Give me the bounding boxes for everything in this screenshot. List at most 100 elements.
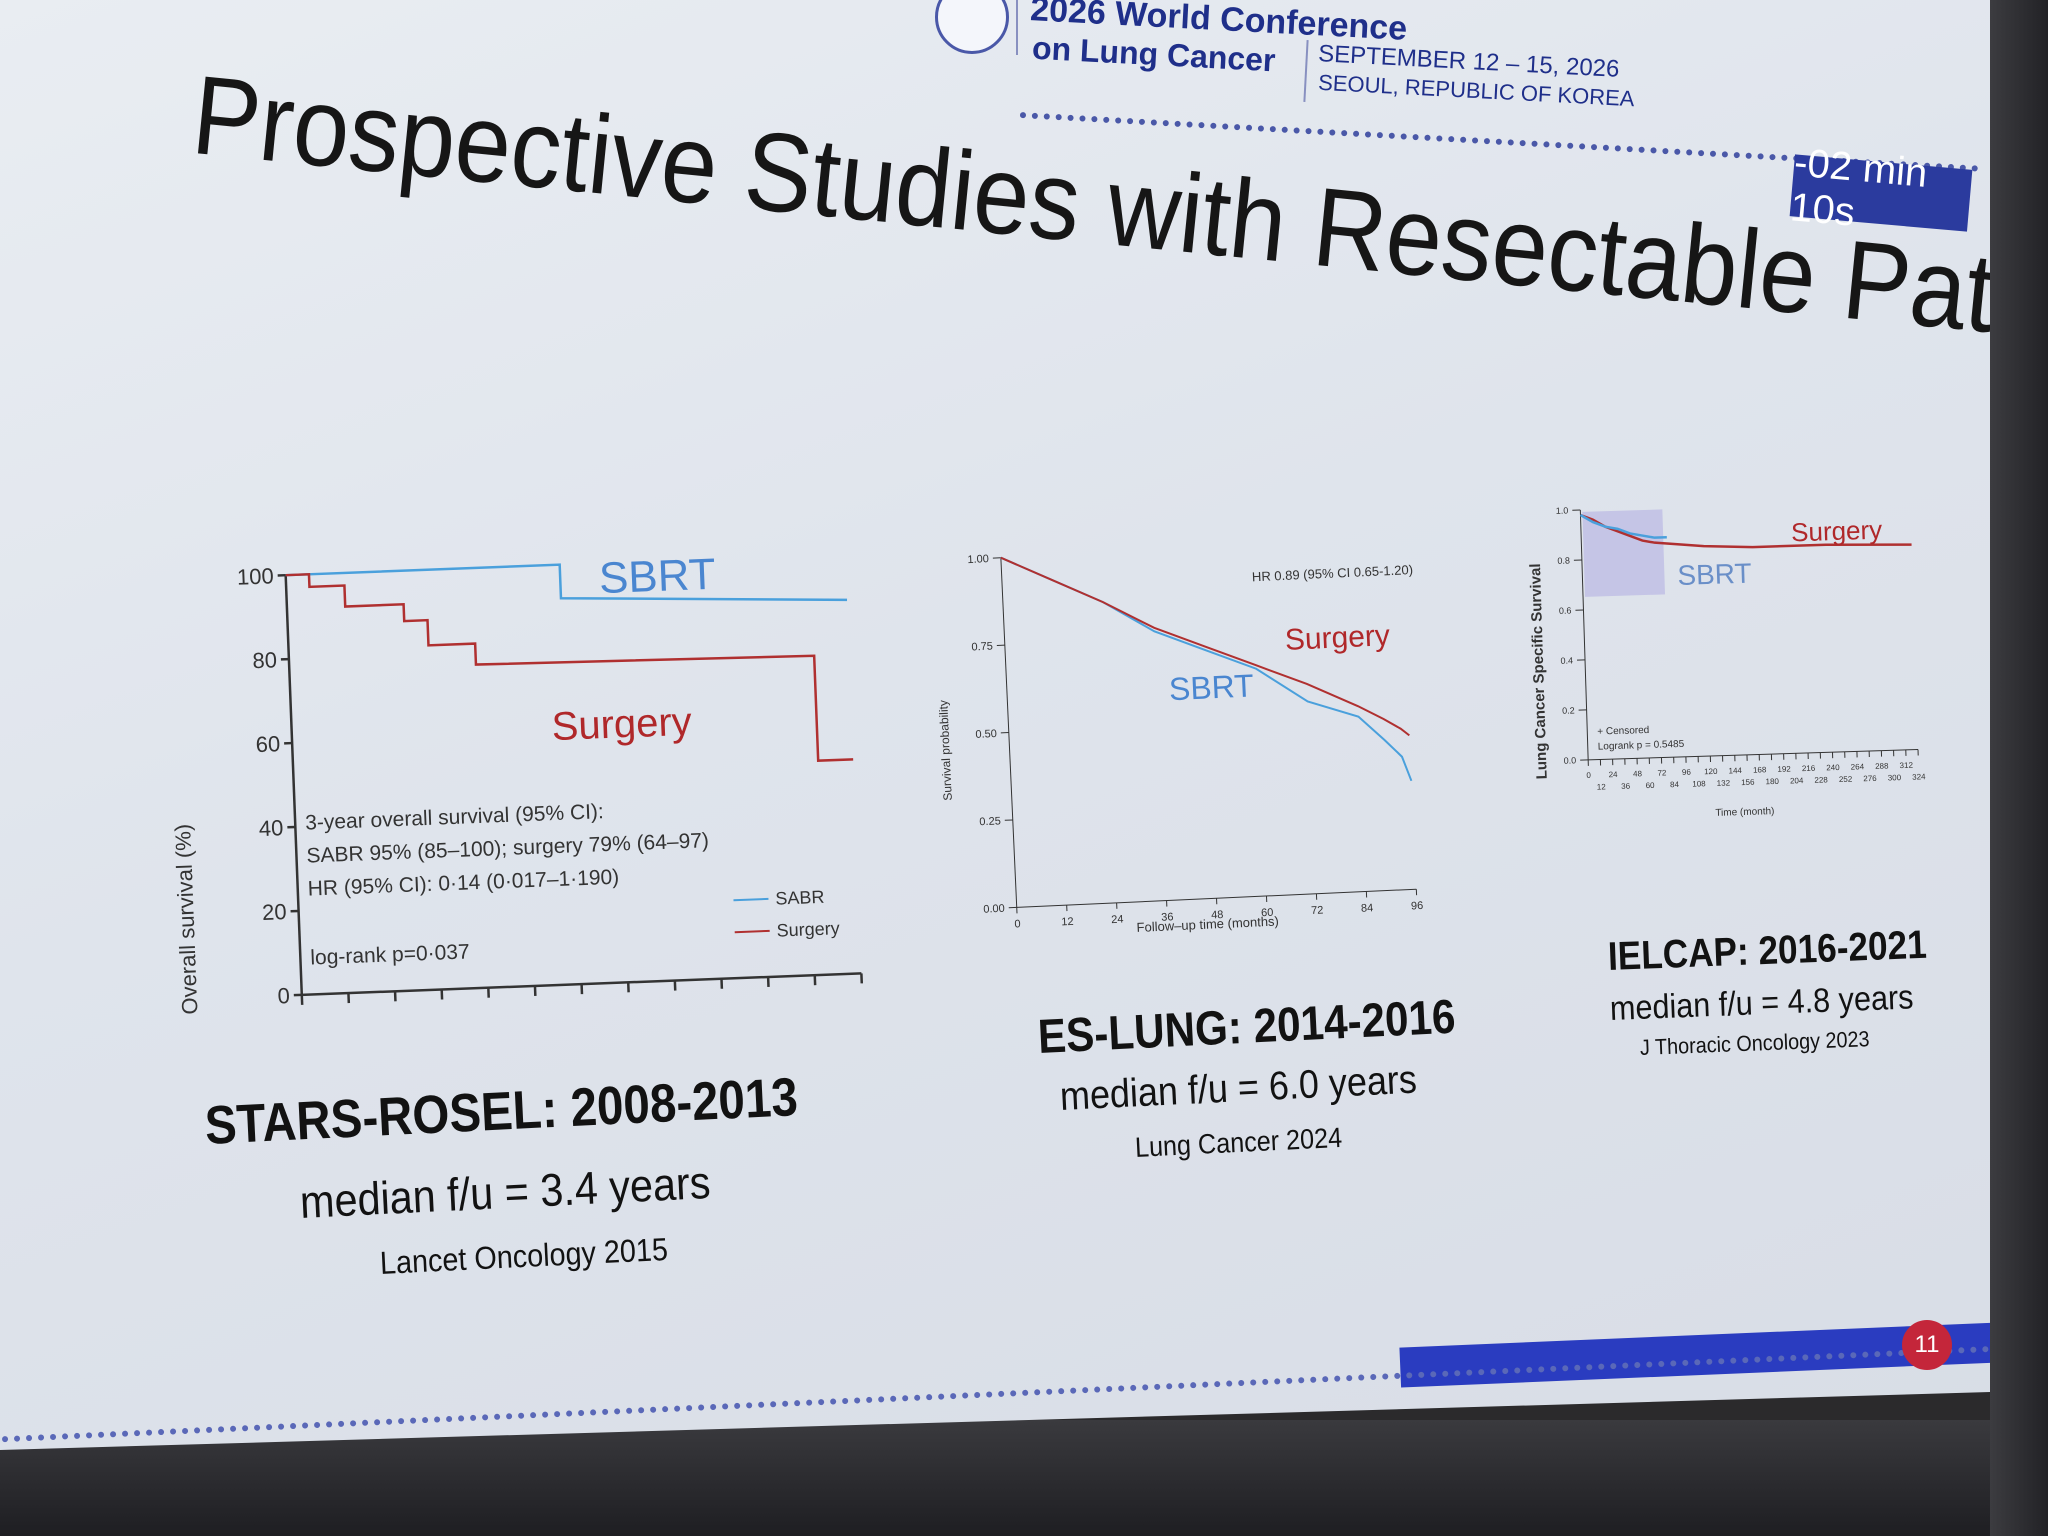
slide-title: Prospective Studies with Resectable Pati… <box>187 51 2048 378</box>
y-axis-line <box>1579 509 1589 760</box>
room-wall <box>1990 0 2048 1536</box>
series-line-sabr <box>285 563 848 602</box>
y-axis-line <box>284 575 304 995</box>
y-tick-label: 0.00 <box>983 903 1005 916</box>
x-tick-label: 36 <box>1621 782 1631 791</box>
x-tick-label: 324 <box>1912 772 1926 781</box>
annotation-line1: 3-year overall survival (95% CI): <box>305 800 604 834</box>
x-tick-label: 144 <box>1728 766 1742 775</box>
legend-sabr: SABR <box>775 887 825 909</box>
x-tick-label: 192 <box>1777 764 1791 773</box>
caption-followup-es-lung: median f/u = 6.0 years <box>1058 1057 1418 1119</box>
sbrt-label: SBRT <box>598 550 716 603</box>
y-tick-label: 0.6 <box>1559 605 1572 615</box>
y-tick-label: 0 <box>277 983 290 1008</box>
series-line-sbrt <box>1579 513 1667 539</box>
caption-journal-stars-rosel: Lancet Oncology 2015 <box>379 1230 669 1281</box>
caption-title-es-lung: ES-LUNG: 2014-2016 <box>1036 990 1457 1064</box>
x-tick-label: 156 <box>1741 778 1755 787</box>
x-tick-label: 0 <box>1014 918 1021 930</box>
legend-surgery: Surgery <box>776 918 840 940</box>
y-tick-label: 0.75 <box>971 641 993 654</box>
x-axis-line <box>1588 749 1919 761</box>
series-line-surgery <box>1000 556 1410 737</box>
x-tick-label: 288 <box>1875 761 1889 770</box>
caption-journal-es-lung: Lung Cancer 2024 <box>1134 1121 1343 1163</box>
x-tick-label: 12 <box>1061 916 1074 929</box>
presentation-slide: 2026 World Conference on Lung Cancer SEP… <box>0 0 1990 1450</box>
x-tick-label: 264 <box>1851 762 1865 771</box>
annotation-line3: HR (95% CI): 0·14 (0·017–1·190) <box>307 866 619 901</box>
x-tick-label: 48 <box>1633 769 1643 778</box>
x-tick-label: 216 <box>1802 764 1816 773</box>
y-axis-label: Overall survival (%) <box>170 823 202 1015</box>
surgery-label: Surgery <box>551 700 693 749</box>
y-tick-label: 1.0 <box>1556 506 1569 516</box>
x-axis-label: Follow–up time (months) <box>1136 913 1279 934</box>
caption-followup-stars-rosel: median f/u = 3.4 years <box>298 1155 712 1228</box>
x-tick-label: 276 <box>1863 774 1877 783</box>
y-tick-label: 0.8 <box>1557 555 1570 565</box>
x-tick-label: 300 <box>1888 773 1902 782</box>
caption-title-ielcap: IELCAP: 2016-2021 <box>1607 922 1928 979</box>
x-tick-label: 252 <box>1839 775 1853 784</box>
y-tick-label: 60 <box>255 731 280 757</box>
x-tick-label: 120 <box>1704 767 1718 776</box>
x-tick-label: 108 <box>1692 779 1706 788</box>
surgery-label: Surgery <box>1284 619 1390 657</box>
sbrt-label: SBRT <box>1677 558 1752 591</box>
series-line-surgery <box>285 572 854 762</box>
y-tick-label: 0.50 <box>975 728 997 741</box>
x-tick-label: 240 <box>1826 763 1840 772</box>
x-tick-label: 60 <box>1261 907 1274 920</box>
x-tick-label: 60 <box>1646 781 1656 790</box>
y-tick-label: 100 <box>237 563 275 589</box>
surgery-label: Surgery <box>1791 515 1883 548</box>
x-tick-label: 24 <box>1608 770 1618 779</box>
x-tick-label: 84 <box>1361 902 1374 915</box>
confidence-band <box>1582 509 1666 597</box>
sbrt-label: SBRT <box>1168 667 1254 707</box>
x-tick-label: 84 <box>1670 780 1680 789</box>
caption-followup-ielcap: median f/u = 4.8 years <box>1609 978 1915 1028</box>
annotation-line2: SABR 95% (85–100); surgery 79% (64–97) <box>306 829 709 867</box>
y-tick-label: 20 <box>262 899 287 925</box>
x-tick-label: 48 <box>1211 909 1224 922</box>
y-tick-label: 1.00 <box>967 553 989 566</box>
caption-title-stars-rosel: STARS-ROSEL: 2008-2013 <box>203 1067 800 1156</box>
x-tick-label: 96 <box>1411 900 1424 913</box>
y-tick-label: 0.25 <box>979 815 1001 828</box>
x-tick-label: 132 <box>1717 778 1731 787</box>
x-tick-label: 180 <box>1765 777 1779 786</box>
x-tick-label: 96 <box>1682 768 1692 777</box>
y-tick-label: 0.2 <box>1562 705 1575 715</box>
conference-logo-icon <box>935 0 1009 54</box>
x-tick-label: 36 <box>1161 911 1174 924</box>
legend-swatch-surgery <box>734 929 770 934</box>
x-tick-label: 228 <box>1814 775 1828 784</box>
page-number-badge: 11 <box>1902 1320 1952 1370</box>
x-axis-label: Time (month) <box>1715 806 1774 819</box>
x-tick-label: 312 <box>1899 761 1913 770</box>
y-tick-label: 0.4 <box>1560 655 1573 665</box>
x-axis-line <box>1016 888 1417 908</box>
x-tick-label: 12 <box>1597 782 1607 791</box>
log-rank-pvalue: log-rank p=0·037 <box>310 940 470 969</box>
hazard-ratio-text: HR 0.89 (95% CI 0.65-1.20) <box>1252 562 1414 584</box>
y-axis-label: Survival probability <box>936 700 955 801</box>
logrank-pvalue: Logrank p = 0.5485 <box>1598 739 1685 753</box>
x-tick-label: 72 <box>1311 904 1324 917</box>
header-divider <box>1016 0 1018 55</box>
x-tick-label: 24 <box>1111 914 1124 927</box>
chart-stars-rosel: 0 20 40 60 80 100 Overall survival (%) SBRT S… <box>170 550 864 1015</box>
y-tick-label: 0.0 <box>1564 755 1577 765</box>
header-divider <box>1303 39 1309 103</box>
x-tick-label: 72 <box>1657 768 1667 777</box>
x-tick-label: 0 <box>1586 771 1591 780</box>
caption-journal-ielcap: J Thoracic Oncology 2023 <box>1639 1026 1870 1060</box>
legend-swatch-sabr <box>733 897 769 902</box>
x-tick-label: 168 <box>1753 765 1767 774</box>
chart-es-lung: 0.00 0.25 0.50 0.75 1.00 0 12 24 36 48 60 72 84 96 Su… <box>936 553 1424 935</box>
y-tick-label: 80 <box>252 647 277 673</box>
x-tick-label: 204 <box>1790 776 1804 785</box>
